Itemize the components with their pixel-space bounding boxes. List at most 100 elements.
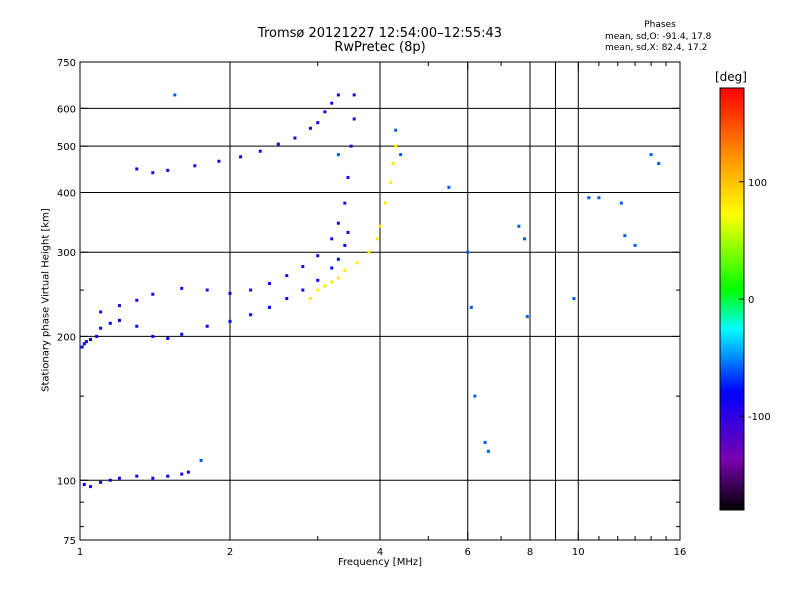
colorbar-tick-label: 0 [748, 295, 754, 306]
data-point [151, 292, 155, 296]
data-point [330, 101, 334, 105]
data-point [336, 276, 340, 280]
data-point [99, 310, 103, 314]
data-point [99, 326, 103, 330]
data-point [285, 274, 289, 278]
data-point [597, 196, 601, 200]
data-point [469, 305, 473, 309]
data-point [249, 288, 253, 292]
data-point [343, 201, 347, 205]
data-point [180, 472, 184, 476]
data-point [267, 305, 271, 309]
y-tick-label: 500 [57, 142, 76, 153]
data-point [336, 93, 340, 97]
y-tick-label: 100 [57, 476, 76, 487]
y-tick-label: 75 [63, 536, 76, 547]
data-point [173, 93, 177, 97]
data-point [346, 230, 350, 234]
data-point [378, 224, 382, 228]
data-point [383, 201, 387, 205]
y-tick-label: 300 [57, 248, 76, 259]
colorbar-tick-label: -100 [748, 412, 771, 423]
data-point [293, 136, 297, 140]
data-point [117, 318, 121, 322]
data-point [258, 149, 262, 153]
data-point [239, 155, 243, 159]
data-point [473, 394, 477, 398]
data-point [483, 440, 487, 444]
data-point [301, 265, 305, 269]
data-point [84, 340, 88, 344]
data-point [367, 250, 371, 254]
colorbar-unit-label: [deg] [715, 70, 747, 84]
data-point [99, 480, 103, 484]
data-point [89, 338, 93, 342]
data-point [323, 284, 327, 288]
colorbar-ticks: 100 0 -100 [739, 178, 771, 423]
data-point [166, 336, 170, 340]
data-point [267, 282, 271, 286]
grid-layer [80, 62, 680, 540]
data-point [394, 144, 398, 148]
x-tick-label: 10 [572, 547, 585, 558]
data-point [330, 237, 334, 241]
data-point [389, 180, 393, 184]
data-point [135, 298, 139, 302]
data-point [330, 266, 334, 270]
y-tick-label: 200 [57, 332, 76, 343]
stats-o-line: mean, sd,O: -91.4, 17.8 [605, 32, 712, 42]
data-point [349, 144, 353, 148]
x-tick-label: 1 [77, 547, 83, 558]
data-point [82, 482, 86, 486]
data-point [352, 93, 356, 97]
data-point [301, 288, 305, 292]
x-tick-label: 6 [465, 547, 471, 558]
data-point [523, 237, 527, 241]
data-point [180, 332, 184, 336]
data-point [447, 185, 451, 189]
data-point [205, 288, 209, 292]
data-point [151, 476, 155, 480]
data-point [336, 221, 340, 225]
x-tick-label: 2 [227, 547, 233, 558]
data-point [285, 297, 289, 301]
data-point [205, 324, 209, 328]
chart-title-line1: Tromsø 20121227 12:54:00–12:55:43 [257, 26, 503, 41]
data-point [336, 257, 340, 261]
data-point [80, 345, 84, 349]
data-point [352, 117, 356, 121]
data-point [199, 458, 203, 462]
data-point [346, 175, 350, 179]
data-point [135, 474, 139, 478]
data-point [89, 485, 93, 489]
stats-x-line: mean, sd,X: 82.4, 17.2 [605, 43, 708, 53]
axes-layer: 1 2 4 6 8 10 16 75 100 200 300 400 500 600 750 [57, 58, 686, 558]
data-point [587, 196, 591, 200]
x-axis-label: Frequency [MHz] [337, 557, 423, 568]
data-point [619, 201, 623, 205]
data-point [316, 254, 320, 258]
data-point [316, 278, 320, 282]
data-point [466, 250, 470, 254]
y-tick-label: 400 [57, 188, 76, 199]
data-point [316, 288, 320, 292]
data-point [276, 142, 280, 146]
data-point [217, 159, 221, 163]
data-point [186, 470, 190, 474]
data-point [228, 291, 232, 295]
data-point [391, 161, 395, 165]
data-point [151, 334, 155, 338]
data-point [394, 128, 398, 132]
data-point [323, 110, 327, 114]
data-point [193, 164, 197, 168]
data-point [117, 304, 121, 308]
data-point [316, 121, 320, 125]
data-point [151, 171, 155, 175]
data-point [525, 315, 529, 319]
data-point [343, 268, 347, 272]
colorbar-tick-label: 100 [748, 178, 767, 189]
data-point [649, 153, 653, 157]
data-point [249, 313, 253, 317]
data-point [336, 153, 340, 157]
